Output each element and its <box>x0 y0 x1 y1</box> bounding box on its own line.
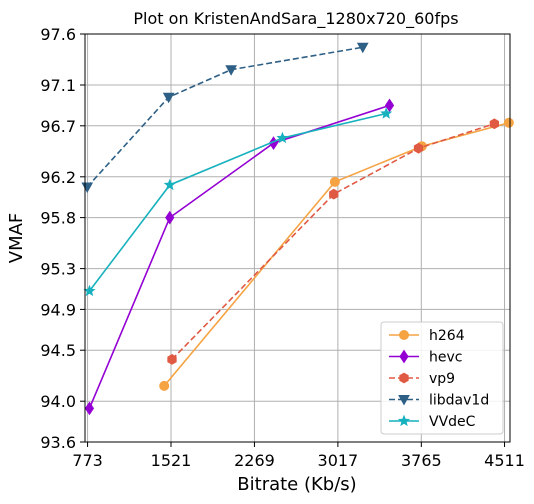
legend-item-vp9: vp9 <box>389 371 455 387</box>
x-tick-label: 1521 <box>151 451 192 470</box>
data-point <box>167 354 177 365</box>
data-point <box>225 65 237 76</box>
legend-label: h264 <box>429 328 465 344</box>
y-tick-label: 94.5 <box>40 341 76 360</box>
y-tick-label: 97.6 <box>40 25 76 44</box>
y-tick-label: 94.0 <box>40 392 76 411</box>
chart-title: Plot on KristenAndSara_1280x720_60fps <box>133 9 458 29</box>
y-tick-label: 96.7 <box>40 117 76 136</box>
data-point <box>163 178 176 191</box>
data-point <box>159 380 170 391</box>
series-line <box>163 121 510 387</box>
series-vvdec <box>83 107 393 297</box>
grid-lines <box>85 33 510 443</box>
legend-box <box>380 321 504 435</box>
legend-item-vvdec: VVdeC <box>389 414 476 430</box>
data-point <box>329 176 340 187</box>
y-tick-label: 96.2 <box>40 168 76 187</box>
data-point <box>413 142 424 154</box>
data-point <box>84 401 95 416</box>
y-axis-label: VMAF <box>6 213 27 264</box>
data-point <box>329 188 339 200</box>
x-tick-label: 2269 <box>234 451 275 470</box>
series-libdav1d <box>81 42 369 194</box>
data-point <box>276 131 289 144</box>
series-vp9 <box>167 118 500 365</box>
y-tick-label: 93.6 <box>40 433 76 452</box>
legend-item-h264: h264 <box>389 328 465 344</box>
x-tick-label: 3765 <box>401 451 442 470</box>
series-h264 <box>159 117 514 391</box>
y-tick-label: 95.3 <box>40 260 76 279</box>
y-tick-label: 94.9 <box>40 300 76 319</box>
data-point <box>83 284 96 297</box>
legend-label: vp9 <box>429 371 455 387</box>
legend-marker <box>397 414 411 427</box>
series-layer <box>81 42 514 416</box>
series-line <box>86 46 363 188</box>
series-line <box>171 122 495 360</box>
x-tick-label: 3017 <box>318 451 359 470</box>
y-tick-label: 95.8 <box>40 209 76 228</box>
series-line <box>88 112 387 292</box>
legend-marker <box>398 395 410 406</box>
data-point <box>162 92 175 104</box>
legend-marker <box>399 349 409 364</box>
series-line <box>88 104 390 409</box>
data-point <box>380 107 393 119</box>
data-point <box>81 182 94 194</box>
data-point <box>356 42 369 54</box>
legend-label: hevc <box>429 350 462 366</box>
axis-ticks: 773 1521 2269 3017 3765 4511 93.6 94.0 94.5 94.9 9… <box>40 25 525 470</box>
legend-label: libdav1d <box>429 393 489 409</box>
legend: h264 hevc vp9 libdav1d VVdeC <box>380 321 504 435</box>
legend-item-hevc: hevc <box>389 350 462 366</box>
data-point <box>165 210 175 225</box>
legend-marker <box>399 372 409 384</box>
data-point <box>503 117 514 128</box>
series-hevc <box>84 98 395 416</box>
legend-marker <box>399 330 409 340</box>
data-point <box>489 118 500 130</box>
y-tick-label: 97.1 <box>40 76 76 95</box>
legend-label: VVdeC <box>429 414 476 430</box>
legend-item-libdav1d: libdav1d <box>389 393 489 409</box>
plot-frame <box>84 33 511 443</box>
x-tick-label: 773 <box>72 451 103 470</box>
x-tick-label: 4511 <box>484 451 525 470</box>
data-point <box>384 98 395 113</box>
x-axis-label: Bitrate (Kb/s) <box>237 474 356 495</box>
